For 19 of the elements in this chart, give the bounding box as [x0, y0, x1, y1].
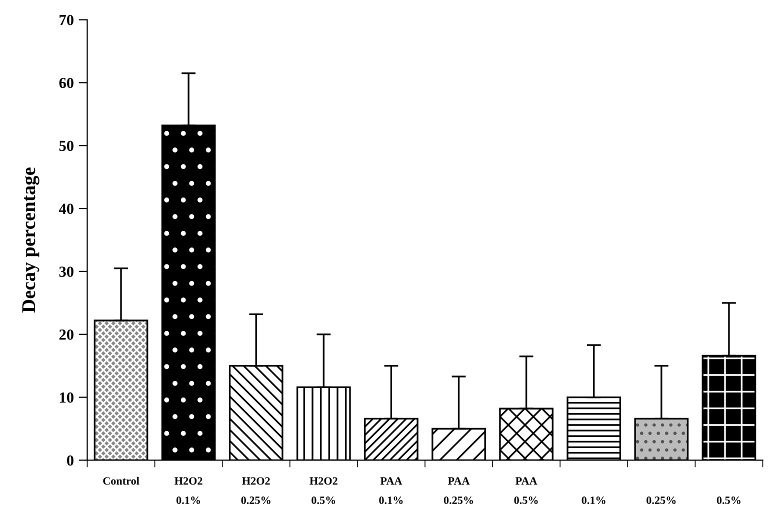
y-tick-label: 50: [59, 140, 74, 152]
y-axis-title: Decay percentage: [22, 168, 40, 313]
y-tick-label: 0: [66, 455, 74, 466]
x-tick-label: Control: [103, 476, 140, 485]
x-tick-label: H2O2 0.5%: [310, 477, 338, 504]
y-tick-label: 30: [59, 266, 74, 277]
x-tick-label: 0.25%: [646, 496, 676, 504]
x-tick-label: PAA 0.5%: [514, 477, 538, 504]
x-tick-label: PAA 0.25%: [444, 477, 473, 504]
x-tick-label: H2O2 0.1%: [174, 477, 202, 504]
x-tick-label: 0.1%: [582, 496, 606, 504]
y-tick-label: 20: [59, 330, 74, 340]
y-tick-label: 10: [60, 392, 74, 403]
x-tick-label: PAA 0.1%: [379, 477, 403, 504]
y-tick-label: 60: [59, 78, 74, 88]
x-tick-label: H2O2 0.25%: [241, 477, 270, 504]
y-tick-label: 70: [60, 14, 74, 26]
x-tick-label: 0.5%: [716, 496, 740, 504]
y-tick-label: 40: [58, 204, 74, 214]
